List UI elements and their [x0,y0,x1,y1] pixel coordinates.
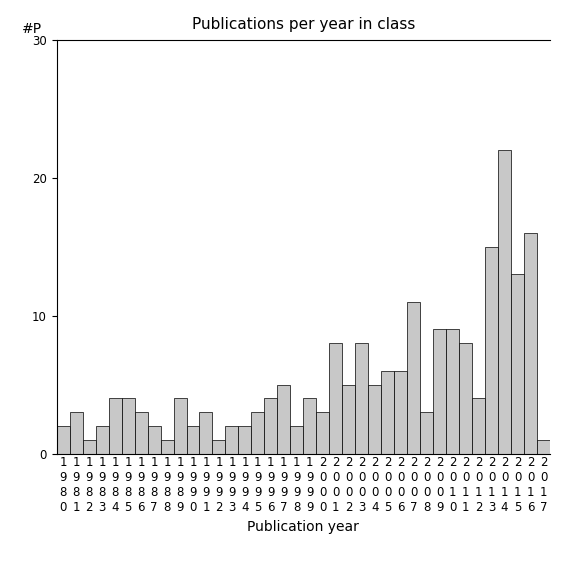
Bar [394,371,407,454]
Bar [121,399,134,454]
Bar [200,412,213,454]
Bar [303,399,316,454]
Bar [329,343,342,454]
Bar [420,412,433,454]
Bar [251,412,264,454]
Bar [498,150,511,454]
Bar [290,426,303,454]
Bar [356,343,368,454]
Bar [446,329,459,454]
Bar [485,247,498,454]
Bar [524,233,537,454]
Title: Publications per year in class: Publications per year in class [192,16,415,32]
Bar [187,426,200,454]
X-axis label: Publication year: Publication year [247,520,359,534]
Bar [433,329,446,454]
Bar [147,426,160,454]
Bar [316,412,329,454]
Bar [381,371,394,454]
Bar [537,440,550,454]
Bar [342,384,356,454]
Bar [109,399,121,454]
Bar [83,440,96,454]
Bar [57,426,70,454]
Bar [407,302,420,454]
Bar [174,399,187,454]
Bar [277,384,290,454]
Bar [134,412,147,454]
Bar [472,399,485,454]
Bar [368,384,381,454]
Bar [96,426,109,454]
Bar [226,426,239,454]
Bar [459,343,472,454]
Bar [264,399,277,454]
Bar [70,412,83,454]
Bar [160,440,174,454]
Bar [213,440,226,454]
Bar [511,274,524,454]
Text: #P: #P [22,22,43,36]
Bar [239,426,251,454]
